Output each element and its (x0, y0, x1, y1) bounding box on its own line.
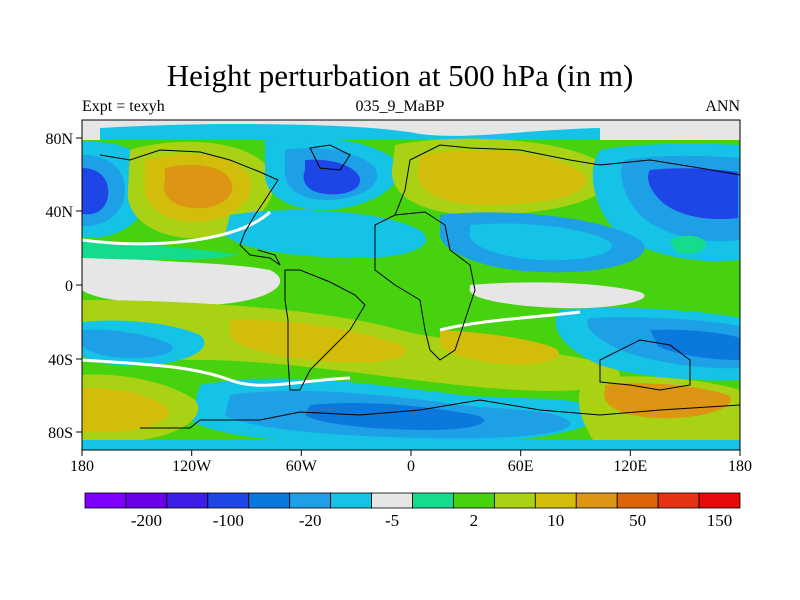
colorbar-swatch (166, 492, 209, 509)
colorbar-label: 10 (547, 511, 564, 530)
y-tick-label: 0 (65, 278, 73, 295)
y-tick-label: 40N (45, 204, 73, 221)
southern-ocean-neg-core (305, 403, 485, 430)
south-america-outline (284, 269, 366, 391)
y-tick-labels: 80N 40N 0 40S 80S (45, 131, 73, 442)
colorbar-label: -100 (213, 511, 244, 530)
eastasia-neg-core (648, 168, 738, 220)
arctic-blue (100, 124, 600, 140)
antarctic-pos-core (604, 383, 732, 419)
x-tick-label: 180 (70, 458, 94, 475)
eurasia-pos-core (417, 150, 587, 205)
colorbar-swatch (330, 492, 372, 509)
equatorial-grey-indian (469, 282, 645, 309)
mideast-light-blue (469, 223, 612, 261)
y-tick-label: 40S (48, 352, 73, 369)
experiment-label: Expt = texyh (82, 98, 165, 115)
run-label: 035_9_MaBP (355, 98, 445, 115)
australia-outline (599, 339, 691, 391)
continent-outlines (99, 144, 740, 429)
colorbar-swatch (125, 492, 168, 509)
colorbar-swatch (616, 492, 659, 509)
x-tick-label: 120E (613, 458, 647, 475)
sindian-neg-core (650, 329, 740, 360)
axis-ticks (76, 137, 741, 456)
colorbar-swatch (412, 492, 454, 509)
antarctica-outline (140, 399, 740, 429)
colorbar-swatch (248, 492, 291, 509)
y-tick-label: 80S (48, 425, 73, 442)
spac-highlat-core (82, 387, 169, 432)
x-tick-label: 0 (407, 458, 415, 475)
colorbar-swatch (657, 492, 700, 509)
zero-contour-2 (82, 358, 351, 387)
plot-title: Height perturbation at 500 hPa (in m) (166, 58, 634, 93)
zero-contour-1 (82, 210, 272, 246)
zero-contour-3 (439, 310, 581, 332)
colorbar-label: -200 (131, 511, 162, 530)
colorbar: -200 -100 -20 -5 2 10 50 150 (84, 492, 741, 530)
colorbar-swatch (289, 492, 332, 509)
colorbar-swatch (575, 492, 618, 509)
season-label: ANN (705, 98, 740, 115)
colorbar-label: 2 (470, 511, 479, 530)
subtrop-natl-blue (225, 210, 427, 258)
greenland-outline (309, 144, 351, 171)
anomaly-field (82, 120, 740, 450)
x-tick-label: 120W (172, 458, 212, 475)
equatorial-grey-pacific (82, 255, 281, 305)
namerica-pos-core (163, 164, 233, 209)
eurasia-outline (394, 144, 740, 216)
spac-neg-core (82, 329, 173, 358)
colorbar-swatch (698, 492, 741, 509)
colorbar-label: -20 (299, 511, 322, 530)
pacific-green-spot (670, 235, 706, 254)
south-pole-band (82, 440, 740, 450)
colorbar-swatch (207, 492, 250, 509)
x-tick-label: 60W (286, 458, 318, 475)
npac-neg-core (82, 168, 109, 215)
africa-outline (374, 211, 476, 361)
colorbar-swatch (84, 492, 127, 509)
x-tick-label: 60E (508, 458, 534, 475)
equatorial-green (82, 240, 240, 260)
colorbar-swatch (534, 492, 577, 509)
north-america-outline (99, 149, 281, 266)
natl-neg-core (303, 159, 361, 195)
x-tick-labels: 180 120W 60W 0 60E 120E 180 (70, 458, 752, 475)
samerica-pos (230, 319, 407, 363)
colorbar-label: 50 (629, 511, 646, 530)
colorbar-label: 150 (707, 511, 733, 530)
y-tick-label: 80N (45, 131, 73, 148)
colorbar-label: -5 (385, 511, 399, 530)
colorbar-swatch (493, 492, 536, 509)
colorbar-swatch (371, 492, 413, 509)
safrica-pos (439, 330, 559, 365)
x-tick-label: 180 (728, 458, 752, 475)
colorbar-swatch (453, 492, 495, 509)
